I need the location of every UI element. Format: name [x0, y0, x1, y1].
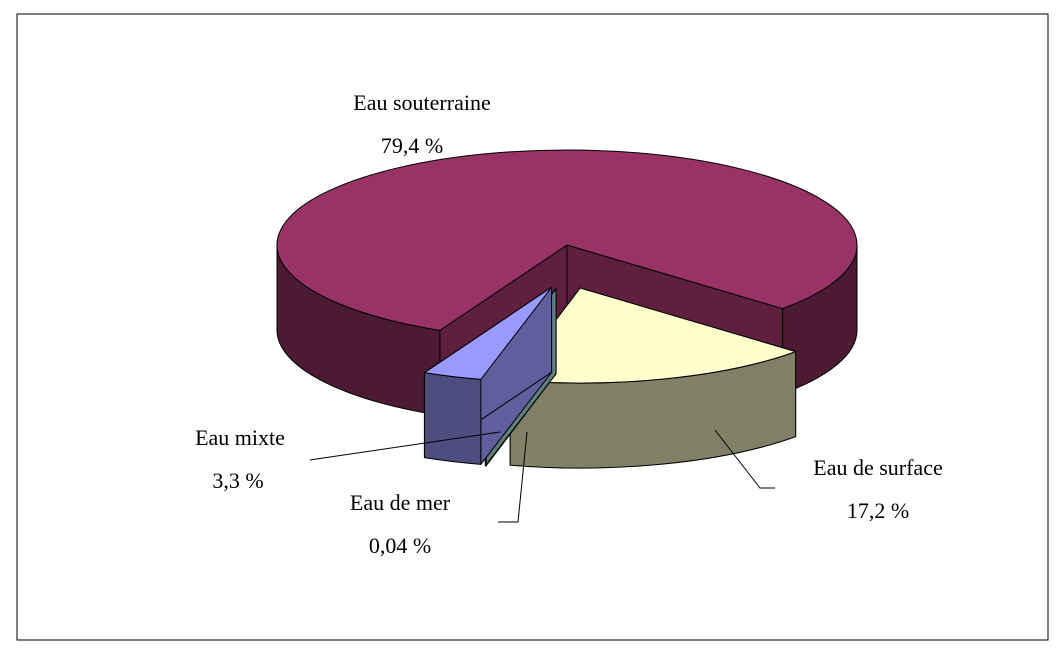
leader-line	[714, 429, 775, 489]
slice-value-label: 3,3 %	[212, 468, 263, 493]
slice-top	[423, 286, 553, 380]
pie	[276, 149, 858, 469]
slice-value-label: 17,2 %	[847, 498, 909, 523]
leader-line	[309, 431, 501, 461]
slice-value-label: 79,4 %	[381, 133, 443, 158]
slice-value-label: 0,04 %	[369, 533, 431, 558]
slice-label: Eau de surface	[813, 455, 942, 480]
slice-top	[276, 149, 858, 331]
slice-label: Eau mixte	[195, 425, 285, 450]
slice-label: Eau de mer	[350, 490, 451, 515]
slice-label: Eau souterraine	[353, 90, 490, 115]
slice-wall	[423, 372, 482, 465]
leader-line	[498, 431, 528, 523]
